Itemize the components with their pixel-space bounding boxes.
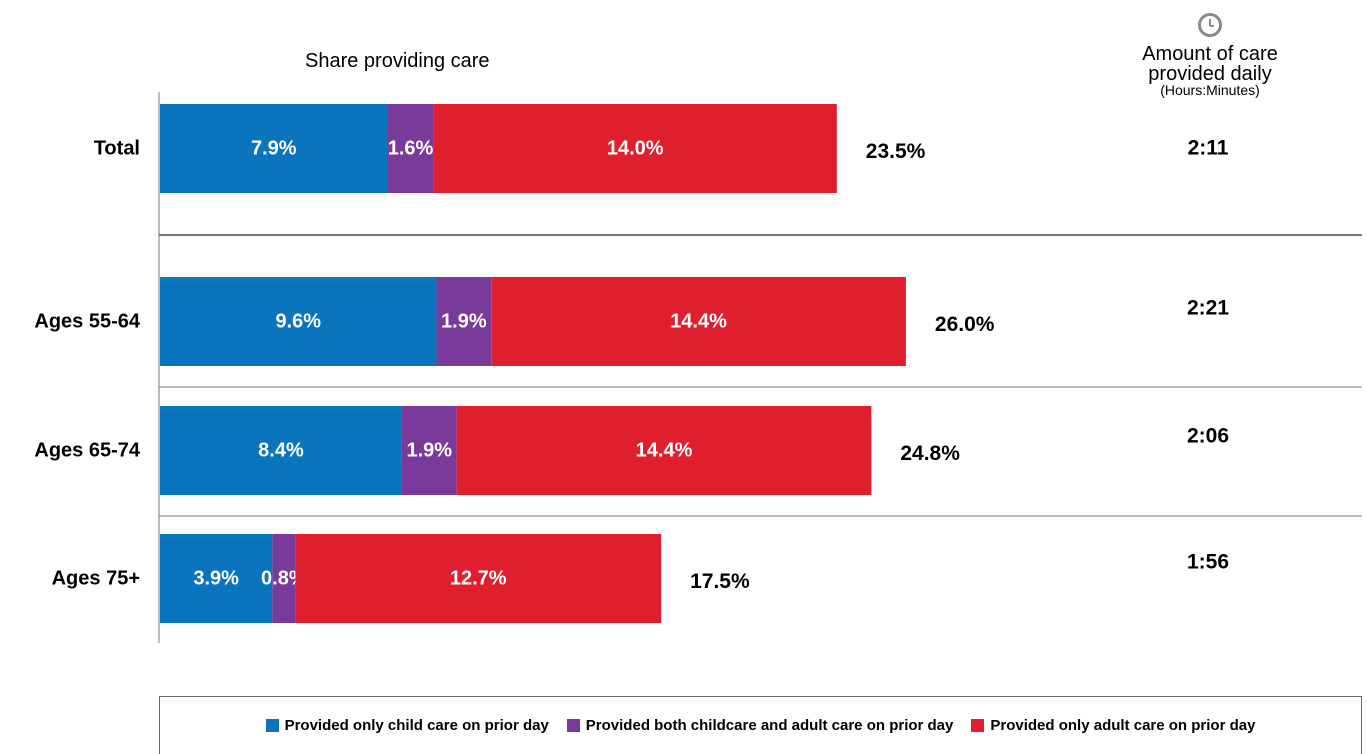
bar-segment bbox=[160, 406, 402, 495]
bar-value-label: 9.6% bbox=[275, 311, 321, 333]
bar-segment bbox=[272, 534, 296, 623]
bar-segment bbox=[160, 277, 437, 366]
care-time-value: 2:06 bbox=[1187, 425, 1229, 448]
care-time-value: 2:21 bbox=[1187, 297, 1229, 320]
bar-value-label: 14.4% bbox=[670, 311, 727, 333]
category-label: Ages 75+ bbox=[52, 568, 140, 590]
bar-value-label: 1.9% bbox=[441, 311, 487, 333]
legend-swatch bbox=[566, 719, 580, 732]
bar-segment bbox=[433, 104, 837, 193]
legend: Provided only child care on prior day Pro… bbox=[159, 696, 1362, 754]
care-title-line1: Amount of care bbox=[1142, 43, 1278, 65]
bar-segment bbox=[295, 534, 662, 623]
legend-swatch bbox=[265, 719, 279, 732]
legend-label: Provided only adult care on prior day bbox=[990, 717, 1256, 734]
bar-segment bbox=[456, 406, 872, 495]
legend-swatch bbox=[971, 719, 985, 732]
bar-value-label: 12.7% bbox=[450, 568, 507, 590]
legend-label: Provided both childcare and adult care o… bbox=[585, 717, 954, 734]
bar-segment bbox=[436, 277, 492, 366]
total-value-label: 23.5% bbox=[866, 140, 926, 163]
share-title: Share providing care bbox=[305, 50, 490, 72]
bar-value-label: 1.9% bbox=[406, 440, 452, 462]
total-value-label: 26.0% bbox=[935, 313, 995, 336]
category-label: Ages 55-64 bbox=[34, 311, 140, 333]
total-value-label: 24.8% bbox=[900, 442, 960, 465]
care-time-value: 1:56 bbox=[1187, 551, 1229, 574]
care-title: Amount of care provided daily (Hours:Min… bbox=[1110, 43, 1310, 98]
legend-item: Provided only adult care on prior day bbox=[971, 717, 1255, 734]
bar-segment bbox=[160, 534, 273, 623]
bar-value-label: 14.4% bbox=[636, 440, 693, 462]
bar-value-label: 1.6% bbox=[388, 138, 434, 160]
legend-item: Provided both childcare and adult care o… bbox=[566, 717, 954, 734]
care-time-value: 2:11 bbox=[1188, 137, 1229, 160]
care-title-line2: provided daily bbox=[1148, 63, 1272, 85]
bar-value-label: 3.9% bbox=[193, 568, 239, 590]
total-value-label: 17.5% bbox=[690, 570, 750, 593]
bar-segment bbox=[160, 104, 388, 193]
bar-segment bbox=[401, 406, 457, 495]
bar-value-label: 7.9% bbox=[251, 138, 297, 160]
legend-label: Provided only child care on prior day bbox=[284, 717, 549, 734]
bar-value-label: 8.4% bbox=[258, 440, 304, 462]
stacked-bar-chart: Total 7.9% 1.6% 14.0% 23.5% 2:11 Ages 55-64 9.6… bbox=[34, 92, 1362, 643]
category-label: Ages 65-74 bbox=[34, 440, 140, 462]
legend-item: Provided only child care on prior day bbox=[265, 717, 549, 734]
category-label: Total bbox=[94, 138, 140, 160]
clock-icon bbox=[1198, 13, 1222, 37]
bar-segment bbox=[387, 104, 434, 193]
bar-segment bbox=[491, 277, 906, 366]
care-title-unit: (Hours:Minutes) bbox=[1160, 82, 1260, 98]
bar-value-label: 14.0% bbox=[607, 138, 664, 160]
